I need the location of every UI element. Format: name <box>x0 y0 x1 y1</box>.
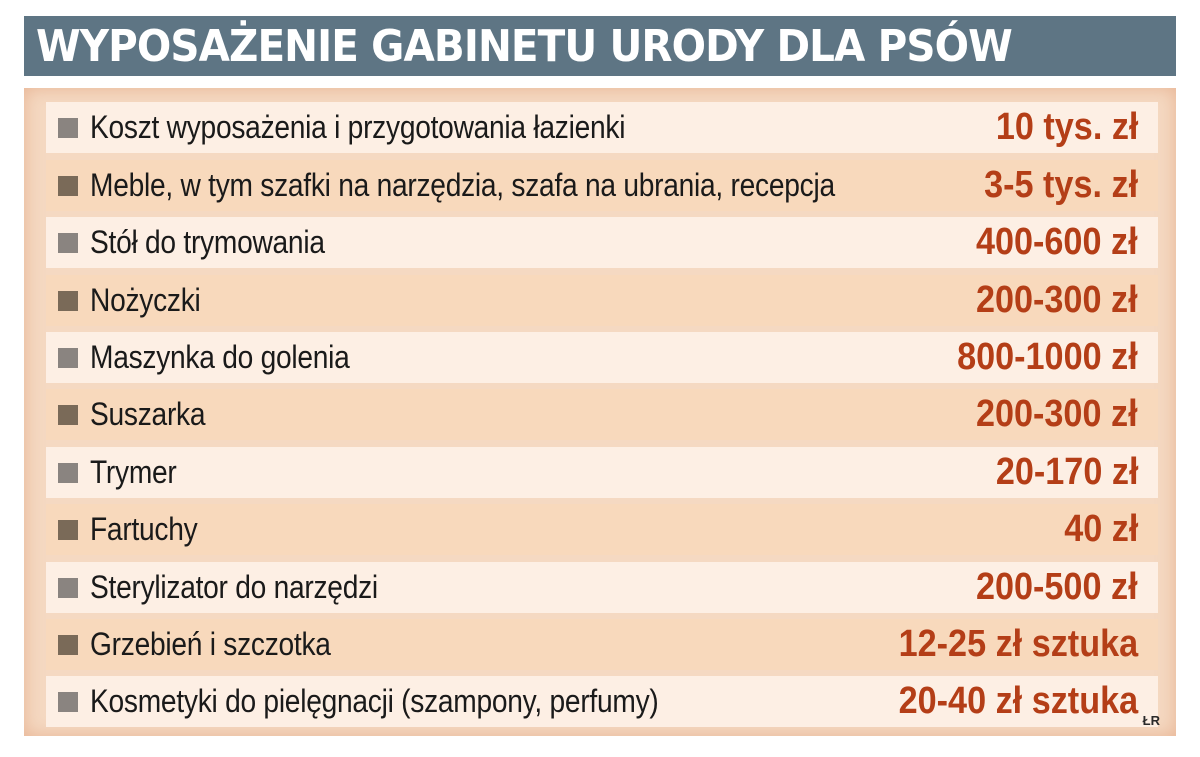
item-price: 20-170 zł <box>995 451 1138 493</box>
square-bullet-icon <box>58 691 78 712</box>
title-bar: WYPOSAŻENIE GABINETU URODY DLA PSÓW <box>24 16 1176 76</box>
table-row: Koszt wyposażenia i przygotowania łazien… <box>46 102 1158 153</box>
square-bullet-icon <box>58 462 78 483</box>
item-price: 10 tys. zł <box>995 106 1138 148</box>
square-bullet-icon <box>58 232 78 253</box>
square-bullet-icon <box>58 175 78 196</box>
item-price: 400-600 zł <box>976 221 1138 263</box>
item-price: 800-1000 zł <box>957 336 1138 378</box>
item-label: Stół do trymowania <box>90 224 325 260</box>
cost-table: Koszt wyposażenia i przygotowania łazien… <box>24 88 1176 736</box>
item-price: 12-25 zł sztuka <box>898 623 1138 665</box>
table-row: Kosmetyki do pielęgnacji (szampony, perf… <box>46 676 1158 727</box>
item-label: Meble, w tym szafki na narzędzia, szafa … <box>90 167 835 203</box>
table-row: Sterylizator do narzędzi 200-500 zł <box>46 562 1158 613</box>
square-bullet-icon <box>58 290 78 311</box>
item-price: 20-40 zł sztuka <box>898 680 1138 722</box>
item-price: 40 zł <box>1063 508 1138 550</box>
item-label: Maszynka do golenia <box>90 339 350 375</box>
item-label: Koszt wyposażenia i przygotowania łazien… <box>90 109 626 145</box>
item-price: 3-5 tys. zł <box>984 164 1138 206</box>
square-bullet-icon <box>58 117 78 138</box>
table-row: Grzebień i szczotka 12-25 zł sztuka <box>46 619 1158 670</box>
table-row: Suszarka 200-300 zł <box>46 389 1158 440</box>
square-bullet-icon <box>58 519 78 540</box>
table-row: Meble, w tym szafki na narzędzia, szafa … <box>46 160 1158 211</box>
table-row: Fartuchy 40 zł <box>46 504 1158 555</box>
page-title: WYPOSAŻENIE GABINETU URODY DLA PSÓW <box>36 20 1013 72</box>
table-row: Trymer 20-170 zł <box>46 447 1158 498</box>
square-bullet-icon <box>58 404 78 425</box>
item-label: Trymer <box>90 454 177 490</box>
square-bullet-icon <box>58 577 78 598</box>
item-label: Nożyczki <box>90 282 201 318</box>
item-label: Grzebień i szczotka <box>90 626 331 662</box>
author-credit: ŁR <box>1142 713 1160 728</box>
table-row: Nożyczki 200-300 zł <box>46 275 1158 326</box>
item-label: Kosmetyki do pielęgnacji (szampony, perf… <box>90 683 659 719</box>
item-price: 200-500 zł <box>976 566 1138 608</box>
square-bullet-icon <box>58 634 78 655</box>
square-bullet-icon <box>58 347 78 368</box>
item-price: 200-300 zł <box>976 393 1138 435</box>
item-label: Fartuchy <box>90 511 198 547</box>
item-label: Sterylizator do narzędzi <box>90 569 378 605</box>
item-label: Suszarka <box>90 396 206 432</box>
table-row: Stół do trymowania 400-600 zł <box>46 217 1158 268</box>
table-row: Maszynka do golenia 800-1000 zł <box>46 332 1158 383</box>
item-price: 200-300 zł <box>976 279 1138 321</box>
